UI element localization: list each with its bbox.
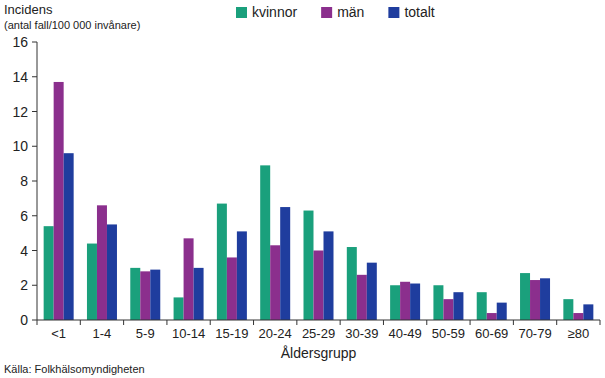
bar <box>347 247 357 320</box>
bar <box>194 268 204 320</box>
x-tick-label: 5-9 <box>136 326 155 341</box>
x-tick <box>296 320 297 325</box>
x-tick-label: <1 <box>51 326 66 341</box>
bar <box>87 244 97 320</box>
bar <box>324 231 334 320</box>
x-axis <box>37 320 600 321</box>
x-label: Åldersgrupp <box>281 345 357 361</box>
bar <box>237 231 247 320</box>
bar <box>107 224 117 320</box>
subtitle: (antal fall/100 000 invånare) <box>4 19 140 31</box>
bar <box>367 263 377 320</box>
y-tick <box>32 320 37 321</box>
legend-swatch <box>321 7 332 18</box>
x-tick-label: ≥80 <box>568 326 590 341</box>
x-tick <box>37 320 38 325</box>
legend-swatch <box>236 7 247 18</box>
x-tick-label: 30-39 <box>345 326 378 341</box>
legend-swatch <box>388 7 399 18</box>
y-tick-label: 12 <box>12 104 28 120</box>
bar <box>304 211 314 320</box>
x-tick-label: 70-79 <box>518 326 551 341</box>
bar <box>530 280 540 320</box>
legend-label: kvinnor <box>252 4 297 20</box>
bar <box>443 299 453 320</box>
bar <box>520 273 530 320</box>
bar <box>583 304 593 320</box>
x-tick <box>340 320 341 325</box>
y-tick-label: 8 <box>20 173 28 189</box>
x-tick <box>80 320 81 325</box>
legend-label: totalt <box>404 4 434 20</box>
bar <box>150 270 160 320</box>
y-tick <box>32 215 37 216</box>
bar <box>64 153 74 320</box>
bar <box>97 205 107 320</box>
bar <box>563 299 573 320</box>
x-tick-label: 40-49 <box>388 326 421 341</box>
y-tick-label: 6 <box>20 208 28 224</box>
bar <box>184 238 194 320</box>
x-tick <box>210 320 211 325</box>
y-tick <box>32 146 37 147</box>
bar <box>453 292 463 320</box>
x-tick-label: 10-14 <box>172 326 205 341</box>
bar <box>410 284 420 320</box>
y-axis <box>37 42 38 320</box>
x-tick <box>556 320 557 325</box>
x-tick <box>253 320 254 325</box>
bar <box>573 313 583 320</box>
bar <box>357 275 367 320</box>
y-tick <box>32 181 37 182</box>
x-tick <box>123 320 124 325</box>
y-tick-label: 14 <box>12 69 28 85</box>
y-tick-label: 2 <box>20 277 28 293</box>
y-tick-label: 16 <box>12 34 28 50</box>
y-tick <box>32 250 37 251</box>
bar <box>433 285 443 320</box>
bar <box>174 297 184 320</box>
bar <box>130 268 140 320</box>
x-tick <box>166 320 167 325</box>
bar <box>227 257 237 320</box>
bars <box>44 82 594 320</box>
x-tick-label: 60-69 <box>475 326 508 341</box>
bar <box>44 226 54 320</box>
bar <box>390 285 400 320</box>
y-tick <box>32 42 37 43</box>
y-tick <box>32 76 37 77</box>
legend: kvinnor män totalt <box>236 4 435 20</box>
bar <box>497 303 507 320</box>
bar <box>487 313 497 320</box>
y-tick-label: 0 <box>20 312 28 328</box>
x-tick-label: 20-24 <box>259 326 292 341</box>
bar <box>280 207 290 320</box>
x-tick <box>600 320 601 325</box>
chart: Incidens (antal fall/100 000 invånare) 0 2 4… <box>0 0 605 378</box>
title: Incidens <box>4 2 53 17</box>
bar <box>260 165 270 320</box>
x-tick <box>383 320 384 325</box>
bar <box>314 251 324 321</box>
x-tick <box>470 320 471 325</box>
y-tick-label: 10 <box>12 138 28 154</box>
bar <box>140 271 150 320</box>
bar <box>217 204 227 320</box>
x-tick-label: 1-4 <box>93 326 112 341</box>
bar <box>54 82 64 320</box>
bar <box>540 278 550 320</box>
source: Källa: Folkhälsomyndigheten <box>4 363 145 375</box>
bar <box>400 282 410 320</box>
bar <box>270 245 280 320</box>
x-tick-label: 15-19 <box>215 326 248 341</box>
bar <box>477 292 487 320</box>
x-tick <box>513 320 514 325</box>
y-tick <box>32 285 37 286</box>
legend-label: män <box>337 4 364 20</box>
x-tick-label: 25-29 <box>302 326 335 341</box>
x-tick <box>426 320 427 325</box>
y-tick <box>32 111 37 112</box>
y-tick-label: 4 <box>20 243 28 259</box>
x-tick-label: 50-59 <box>432 326 465 341</box>
